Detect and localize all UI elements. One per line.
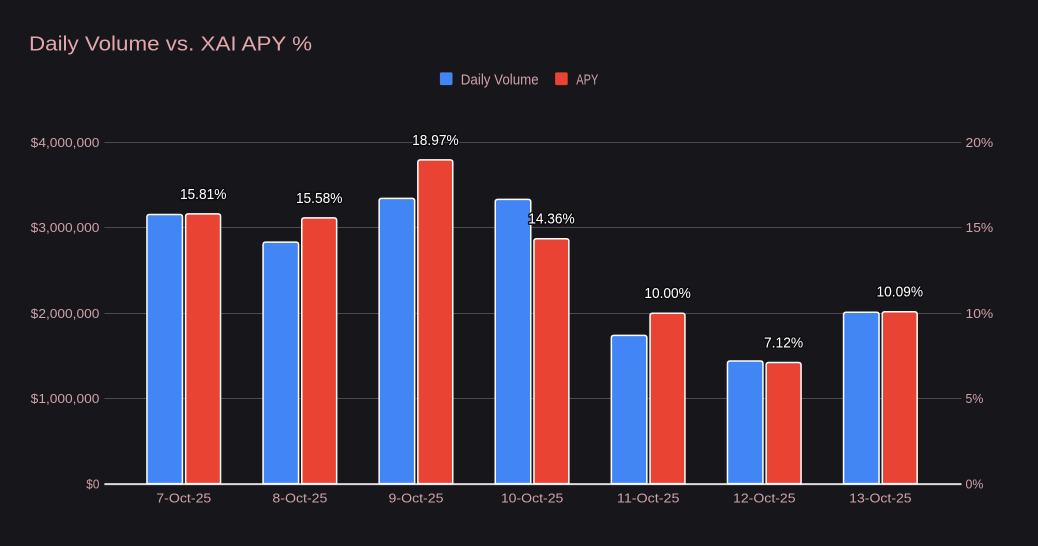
- svg-text:7-Oct-25: 7-Oct-25: [156, 491, 211, 506]
- svg-text:18.97%: 18.97%: [412, 133, 459, 149]
- svg-text:10%: 10%: [966, 306, 994, 321]
- svg-text:10.00%: 10.00%: [644, 286, 691, 302]
- svg-text:9-Oct-25: 9-Oct-25: [389, 491, 444, 506]
- svg-text:$0: $0: [86, 477, 99, 492]
- svg-text:$3,000,000: $3,000,000: [31, 220, 100, 235]
- svg-text:14.36%: 14.36%: [528, 212, 575, 228]
- svg-text:15%: 15%: [966, 220, 994, 235]
- svg-text:15.58%: 15.58%: [296, 191, 343, 207]
- svg-text:12-Oct-25: 12-Oct-25: [733, 491, 796, 506]
- svg-text:0%: 0%: [966, 477, 984, 492]
- svg-text:10.09%: 10.09%: [877, 285, 924, 301]
- svg-text:8-Oct-25: 8-Oct-25: [272, 491, 327, 506]
- svg-text:10-Oct-25: 10-Oct-25: [501, 491, 564, 506]
- svg-text:13-Oct-25: 13-Oct-25: [849, 491, 912, 506]
- svg-text:APY: APY: [576, 72, 598, 89]
- svg-text:Daily Volume vs. XAI APY %: Daily Volume vs. XAI APY %: [29, 33, 312, 55]
- svg-text:$2,000,000: $2,000,000: [31, 306, 100, 321]
- svg-text:Daily Volume: Daily Volume: [461, 72, 539, 89]
- svg-text:$1,000,000: $1,000,000: [31, 391, 100, 406]
- svg-text:7.12%: 7.12%: [764, 336, 803, 352]
- svg-text:$4,000,000: $4,000,000: [31, 135, 100, 150]
- svg-text:15.81%: 15.81%: [180, 187, 227, 203]
- svg-text:11-Oct-25: 11-Oct-25: [617, 491, 680, 506]
- svg-text:5%: 5%: [966, 391, 984, 406]
- svg-text:20%: 20%: [966, 135, 994, 150]
